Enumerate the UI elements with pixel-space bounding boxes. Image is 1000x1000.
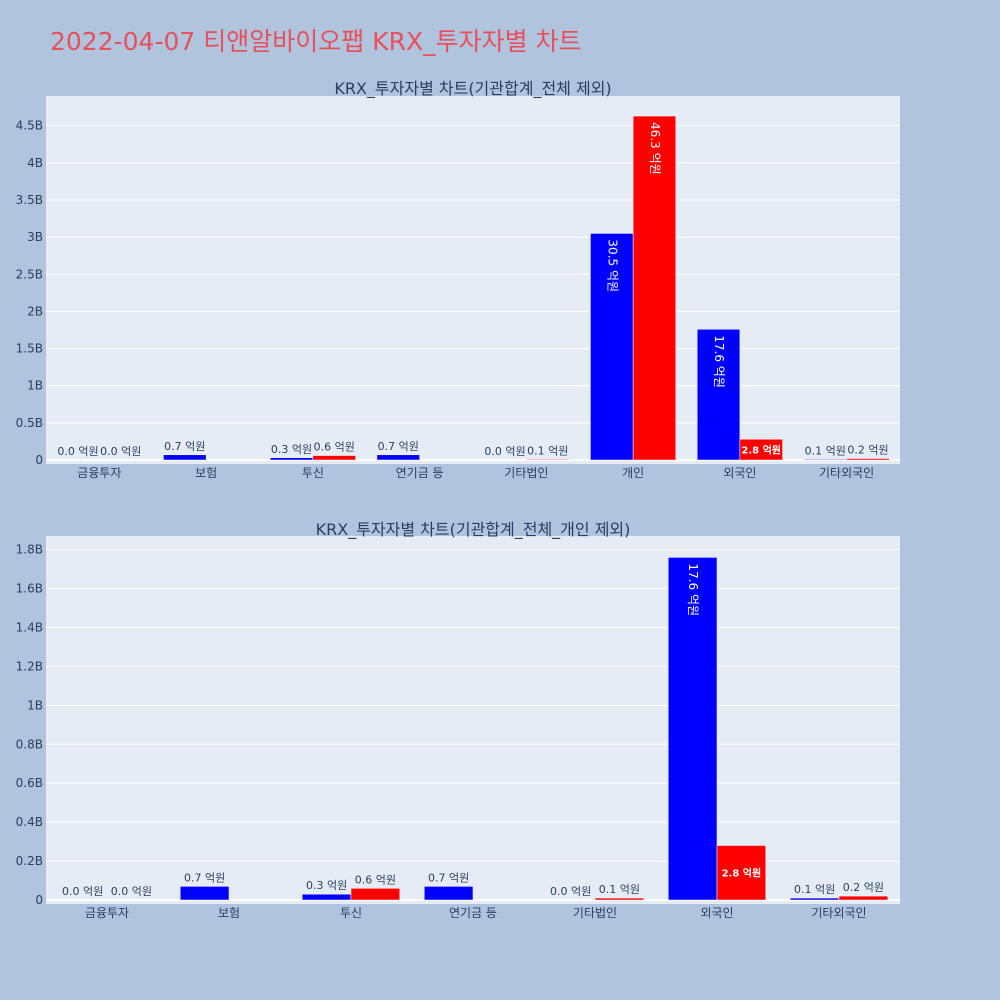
chart1-bar-buy [803,459,847,461]
chart1-xtick-label: 기타외국인 [819,466,874,480]
chart2-bar-buy [423,886,474,901]
chart2-bar-sell [716,845,767,901]
chart1-ytick-label: 3.5B [16,193,43,207]
chart1-bar-sell [846,458,890,461]
chart2-xtick-label: 기타법인 [573,906,617,920]
chart2-data-label: 0.6 억원 [355,873,396,886]
chart2-data-label: 0.3 억원 [306,879,347,892]
chart1-ytick-label: 3B [27,230,43,244]
chart1-xtick-label: 투신 [302,466,324,480]
chart1-xtick-label: 연기금 등 [396,466,444,480]
chart1-bar-buy [590,233,634,461]
chart1-bar-buy [269,457,314,461]
chart1-xtick-label: 기타법인 [504,466,548,480]
chart1-title: KRX_투자자별 차트(기관합계_전체 제외) [334,79,611,99]
chart1-data-label: 17.6 억원 [712,335,726,388]
chart2-xtick-label: 외국인 [700,906,733,920]
chart1-ytick-label: 2.5B [16,267,43,281]
chart2-ytick-label: 1.6B [16,582,43,596]
chart1-ytick-label: 0.5B [16,416,43,430]
chart2-ytick-label: 0.6B [16,776,43,790]
chart1-data-label: 0.7 억원 [164,440,205,453]
chart1-ytick-label: 1B [27,379,43,393]
chart2-ytick-label: 0.2B [16,854,43,868]
chart2-ytick-label: 0.4B [16,815,43,829]
chart1-ytick-label: 4B [27,156,43,170]
chart1-ytick-label: 4.5B [16,119,43,133]
chart2-data-label: 0.0 억원 [111,885,152,898]
chart2-ytick-label: 1.2B [16,659,43,673]
chart1-bar-buy [376,454,420,461]
chart1-bar-sell [526,459,570,461]
chart2-xtick-label: 기타외국인 [811,906,866,920]
chart2-bar-buy [789,897,840,901]
chart2-ytick-label: 1.4B [16,620,43,634]
chart1-data-label: 0.3 억원 [271,443,312,456]
chart2-xtick-label: 연기금 등 [449,906,497,920]
chart1-data-label: 46.3 억원 [648,122,662,175]
chart1-data-label: 0.2 억원 [847,444,888,457]
chart2-bar-buy [179,886,230,901]
chart2-bar-sell [838,895,889,901]
chart1-data-label: 2.8 억원 [741,444,781,457]
chart2-ytick-label: 0.8B [16,737,43,751]
chart2-xtick-label: 금융투자 [85,906,129,920]
chart2-data-label: 2.8 억원 [722,867,762,880]
chart1-plot-area [46,96,900,464]
chart1-bar-buy [163,454,207,461]
chart1-data-label: 0.1 억원 [527,444,568,457]
chart1-xtick-label: 보험 [195,466,217,480]
chart1-data-label: 0.0 억원 [484,445,525,458]
chart2-plot-area [46,536,900,904]
chart1-data-label: 30.5 억원 [605,239,619,292]
chart1-bar-sell [739,438,783,461]
chart2-data-label: 0.7 억원 [428,871,469,884]
chart1-bar-buy [696,329,741,461]
chart1-bar-sell [632,115,677,461]
page-title: 2022-04-07 티앤알바이오팹 KRX_투자자별 차트 [50,27,582,56]
chart2-ytick-label: 0 [35,893,43,907]
chart1-ytick-label: 2B [27,304,43,318]
chart1-ytick-label: 1.5B [16,342,43,356]
chart2-bar-sell [350,888,401,901]
chart2-bar-buy [667,557,718,901]
chart1-xtick-label: 외국인 [723,466,756,480]
chart2-bar-sell [594,897,645,901]
chart1-ytick-label: 0 [35,453,43,467]
chart1-xtick-label: 금융투자 [77,466,121,480]
chart2-data-label: 0.1 억원 [794,883,835,896]
chart2-ytick-label: 1B [27,698,43,712]
chart2-data-label: 0.2 억원 [843,881,884,894]
chart2-xtick-label: 투신 [340,906,362,920]
chart1-data-label: 0.7 억원 [378,440,419,453]
chart2-data-label: 0.0 억원 [550,885,591,898]
chart1-data-label: 0.0 억원 [57,445,98,458]
chart2-data-label: 17.6 억원 [686,563,700,616]
chart1-xtick-label: 개인 [622,466,644,480]
chart1-data-label: 0.1 억원 [805,444,846,457]
chart2-ytick-label: 1.8B [16,543,43,557]
chart1-data-label: 0.0 억원 [100,445,141,458]
chart1-bar-sell [312,455,356,461]
chart2-data-label: 0.7 억원 [184,871,225,884]
chart2-bar-buy [301,893,352,901]
chart2-xtick-label: 보험 [218,906,240,920]
chart2-title: KRX_투자자별 차트(기관합계_전체_개인 제외) [316,520,631,540]
chart2-data-label: 0.0 억원 [62,885,103,898]
chart1-data-label: 0.6 억원 [314,441,355,454]
chart2-data-label: 0.1 억원 [599,883,640,896]
